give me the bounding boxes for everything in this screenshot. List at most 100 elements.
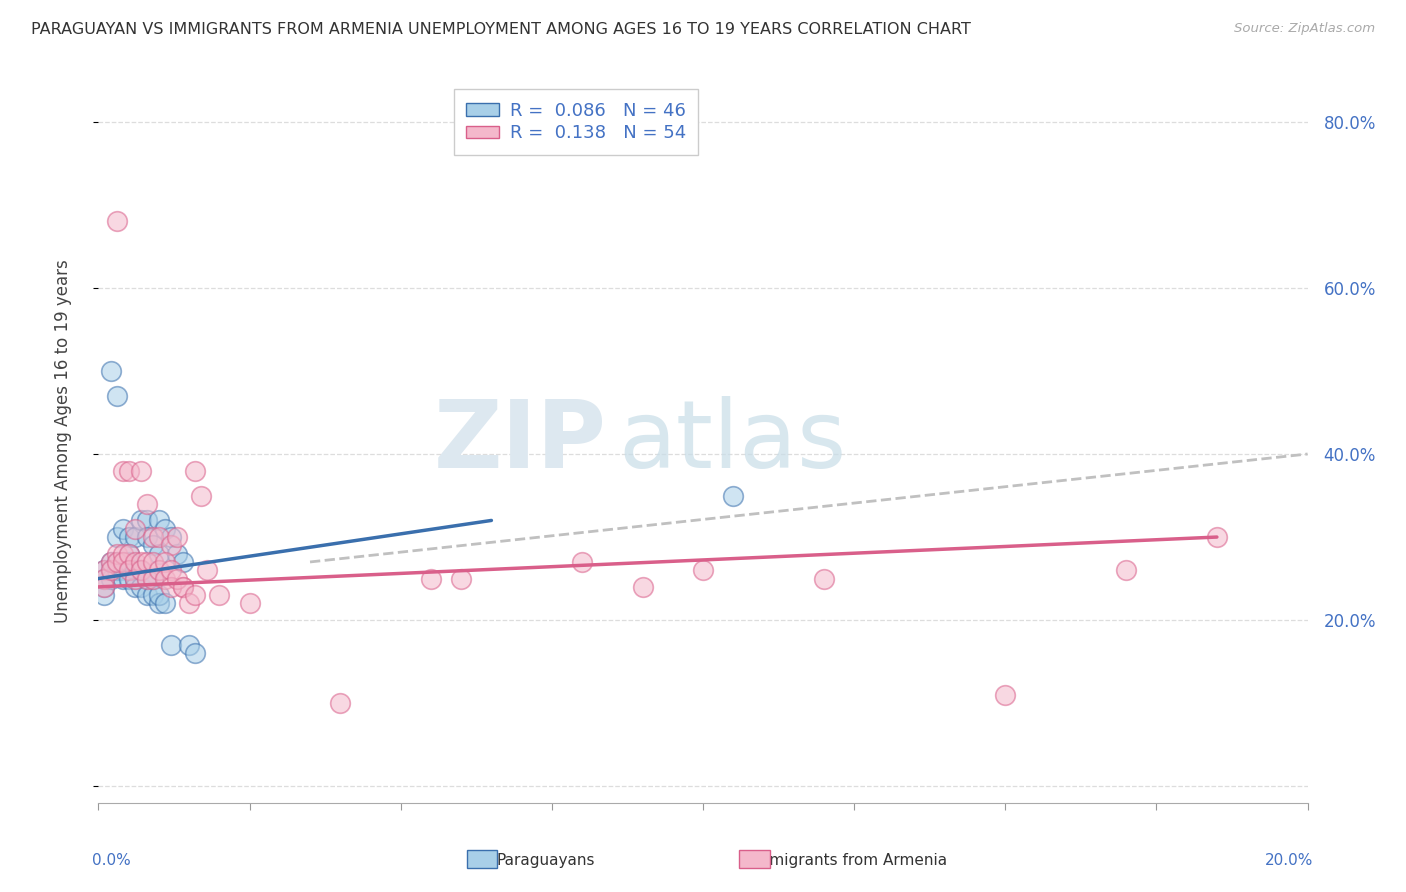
Point xyxy=(142,530,165,544)
Point xyxy=(129,580,152,594)
Point xyxy=(142,572,165,586)
Point xyxy=(160,580,183,594)
Point xyxy=(148,597,170,611)
Point xyxy=(172,580,194,594)
Point xyxy=(100,555,122,569)
Point xyxy=(160,538,183,552)
Point xyxy=(111,522,134,536)
Point xyxy=(111,572,134,586)
Point xyxy=(148,563,170,577)
Point xyxy=(135,555,157,569)
Point xyxy=(142,538,165,552)
Point xyxy=(1206,530,1229,544)
Point xyxy=(420,572,443,586)
Point xyxy=(118,547,141,561)
Point xyxy=(172,555,194,569)
Point xyxy=(166,530,188,544)
Point xyxy=(124,522,146,536)
Point xyxy=(118,555,141,569)
Point xyxy=(179,597,201,611)
Point xyxy=(723,489,745,503)
Point xyxy=(148,547,170,561)
Point xyxy=(329,696,352,710)
Point xyxy=(172,580,194,594)
Point xyxy=(111,563,134,577)
Point xyxy=(195,563,218,577)
Point xyxy=(111,464,134,478)
Point xyxy=(93,563,115,577)
Point xyxy=(100,563,122,577)
Point xyxy=(93,588,115,602)
Point xyxy=(148,530,170,544)
Point xyxy=(93,572,115,586)
Point xyxy=(93,580,115,594)
Text: PARAGUAYAN VS IMMIGRANTS FROM ARMENIA UNEMPLOYMENT AMONG AGES 16 TO 19 YEARS COR: PARAGUAYAN VS IMMIGRANTS FROM ARMENIA UN… xyxy=(31,22,970,37)
Point xyxy=(105,555,128,569)
Point xyxy=(93,580,115,594)
Point xyxy=(571,555,593,569)
Text: 0.0%: 0.0% xyxy=(93,854,131,869)
Point xyxy=(135,572,157,586)
Text: atlas: atlas xyxy=(619,395,846,488)
Point xyxy=(160,638,183,652)
Point xyxy=(179,638,201,652)
Point xyxy=(208,588,231,602)
Point xyxy=(118,530,141,544)
Point xyxy=(153,597,176,611)
Point xyxy=(160,563,183,577)
Point xyxy=(994,688,1017,702)
Text: Source: ZipAtlas.com: Source: ZipAtlas.com xyxy=(1234,22,1375,36)
Point xyxy=(142,572,165,586)
Point xyxy=(118,464,141,478)
Point xyxy=(160,530,183,544)
Point xyxy=(142,555,165,569)
Point xyxy=(105,547,128,561)
Point xyxy=(105,530,128,544)
Point xyxy=(142,588,165,602)
FancyBboxPatch shape xyxy=(740,850,769,868)
Point xyxy=(450,572,472,586)
Point xyxy=(124,563,146,577)
Point xyxy=(124,555,146,569)
Point xyxy=(129,513,152,527)
Point xyxy=(184,588,207,602)
Point xyxy=(118,563,141,577)
Point xyxy=(124,580,146,594)
Point xyxy=(184,646,207,660)
FancyBboxPatch shape xyxy=(467,850,498,868)
Point xyxy=(148,588,170,602)
Point xyxy=(100,364,122,378)
Point xyxy=(153,555,176,569)
Point xyxy=(692,563,714,577)
Point xyxy=(129,464,152,478)
Point xyxy=(118,547,141,561)
Point xyxy=(100,563,122,577)
Point xyxy=(111,547,134,561)
Point xyxy=(129,563,152,577)
Point xyxy=(135,572,157,586)
Point xyxy=(190,489,212,503)
Point xyxy=(166,572,188,586)
Point xyxy=(153,572,176,586)
Point xyxy=(813,572,835,586)
Point xyxy=(153,522,176,536)
Point xyxy=(93,572,115,586)
Legend: R =  0.086   N = 46, R =  0.138   N = 54: R = 0.086 N = 46, R = 0.138 N = 54 xyxy=(454,89,699,155)
Point xyxy=(118,572,141,586)
Point xyxy=(135,530,157,544)
Point xyxy=(105,563,128,577)
Point xyxy=(135,588,157,602)
Point xyxy=(100,555,122,569)
Point xyxy=(124,530,146,544)
Point xyxy=(239,597,262,611)
Text: ZIP: ZIP xyxy=(433,395,606,488)
Point xyxy=(93,563,115,577)
Text: 20.0%: 20.0% xyxy=(1265,854,1313,869)
Point xyxy=(129,563,152,577)
Point xyxy=(129,555,152,569)
Point xyxy=(166,547,188,561)
Text: Immigrants from Armenia: Immigrants from Armenia xyxy=(749,854,946,869)
Point xyxy=(124,572,146,586)
Point xyxy=(105,555,128,569)
Point xyxy=(124,572,146,586)
